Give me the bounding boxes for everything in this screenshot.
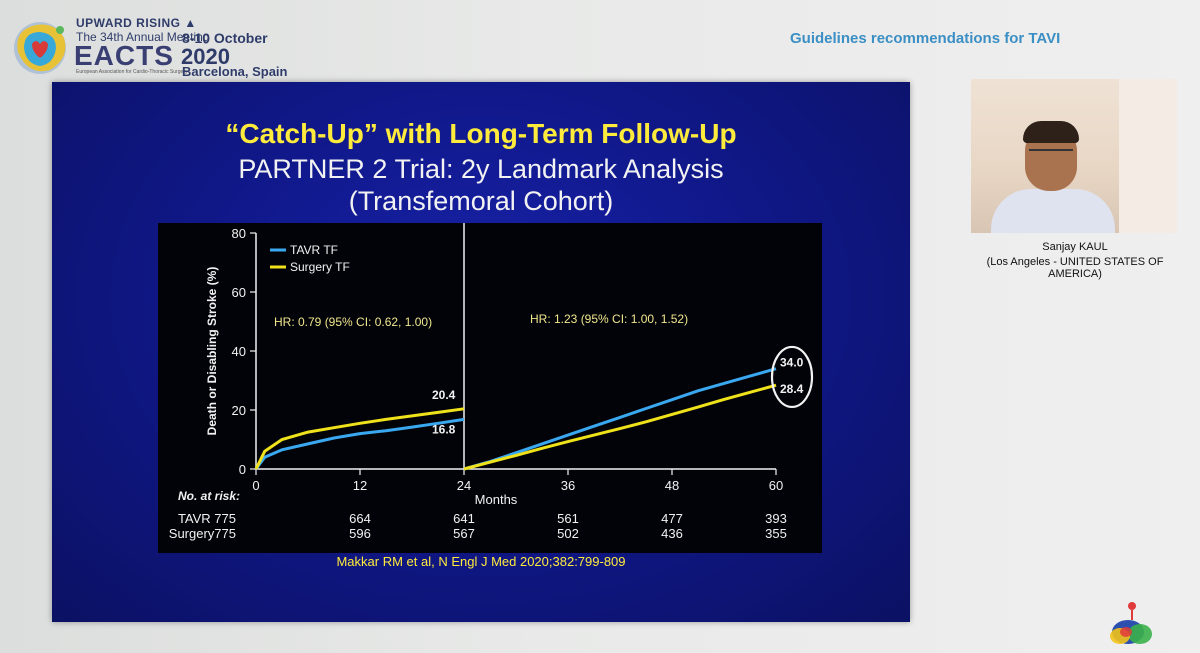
event-location: Barcelona, Spain <box>182 64 288 79</box>
data-label-20-4: 20.4 <box>432 388 456 402</box>
series-line-tavr-segment-1 <box>254 417 465 470</box>
legend-label: TAVR TF <box>290 243 338 257</box>
webcam-door <box>1119 79 1177 233</box>
x-tick-label: 24 <box>457 478 471 493</box>
risk-value: 567 <box>453 526 475 541</box>
speaker-glasses <box>1029 149 1073 159</box>
event-year: 2020 <box>181 44 230 69</box>
hr-annotation-early: HR: 0.79 (95% CI: 0.62, 1.00) <box>274 315 432 329</box>
risk-value: 641 <box>453 511 475 526</box>
speaker-shirt <box>991 189 1115 233</box>
risk-value: 664 <box>349 511 371 526</box>
presentation-slide: “Catch-Up” with Long-Term Follow-Up PART… <box>52 82 910 622</box>
risk-value: 561 <box>557 511 579 526</box>
data-label-34-0: 34.0 <box>780 356 804 370</box>
eacts-wordmark: EACTS <box>74 40 174 71</box>
risk-table-title: No. at risk: <box>178 489 240 503</box>
y-tick-label: 60 <box>232 285 246 300</box>
session-title: Guidelines recommendations for TAVI <box>790 30 1061 47</box>
annual-meeting-label: The 34th Annual Meeting <box>76 30 210 44</box>
speaker-name: Sanjay KAUL <box>1042 241 1108 253</box>
x-tick-label: 0 <box>252 478 259 493</box>
risk-row-label: Surgery775 <box>169 526 236 541</box>
slide-subtitle: PARTNER 2 Trial: 2y Landmark Analysis <box>238 154 724 184</box>
risk-value: 477 <box>661 511 683 526</box>
x-tick-label: 36 <box>561 478 575 493</box>
risk-value: 502 <box>557 526 579 541</box>
slide-subtitle-cohort: (Transfemoral Cohort) <box>348 186 614 216</box>
upward-rising-label: UPWARD RISING ▲ <box>76 16 197 30</box>
highlight-ellipse <box>770 345 814 409</box>
y-axis-label: Death or Disabling Stroke (%) <box>205 267 219 436</box>
y-tick-label: 0 <box>239 462 246 477</box>
risk-value: 355 <box>765 526 787 541</box>
slide-citation: Makkar RM et al, N Engl J Med 2020;382:7… <box>336 554 626 569</box>
x-tick-label: 48 <box>665 478 679 493</box>
risk-value: 596 <box>349 526 371 541</box>
km-chart-panel: 0 20 40 60 80 0 12 24 36 48 60 Months Death or Disab… <box>158 223 822 553</box>
slide-title: “Catch-Up” with Long-Term Follow-Up <box>225 118 737 149</box>
speaker-hair <box>1023 121 1079 143</box>
km-chart: 0 20 40 60 80 0 12 24 36 48 60 Months Death or Disab… <box>169 223 814 541</box>
eacts-logo-icon <box>14 22 66 74</box>
risk-value: 393 <box>765 511 787 526</box>
data-label-16-8: 16.8 <box>432 422 456 436</box>
legend-label: Surgery TF <box>290 260 350 274</box>
conference-corner-logo-icon <box>1110 602 1152 644</box>
x-tick-label: 60 <box>769 478 783 493</box>
data-label-28-4: 28.4 <box>780 382 804 396</box>
series-line-surgery-segment-1 <box>254 407 465 470</box>
series-line-tavr-segment-2 <box>463 367 777 471</box>
eacts-full-name: European Association for Cardio-Thoracic… <box>76 69 188 75</box>
y-tick-label: 20 <box>232 403 246 418</box>
series-line-surgery-segment-2 <box>463 383 777 471</box>
speaker-webcam <box>971 79 1177 233</box>
y-tick-label: 80 <box>232 226 246 241</box>
x-axis-label: Months <box>475 492 518 507</box>
y-tick-label: 40 <box>232 344 246 359</box>
hr-annotation-late: HR: 1.23 (95% CI: 1.00, 1.52) <box>530 312 688 326</box>
x-tick-label: 12 <box>353 478 367 493</box>
risk-value: 436 <box>661 526 683 541</box>
event-dates: 8-10 October <box>182 30 268 46</box>
speaker-affiliation: (Los Angeles - UNITED STATES OF AMERICA) <box>986 256 1164 280</box>
risk-row-label: TAVR 775 <box>178 511 236 526</box>
